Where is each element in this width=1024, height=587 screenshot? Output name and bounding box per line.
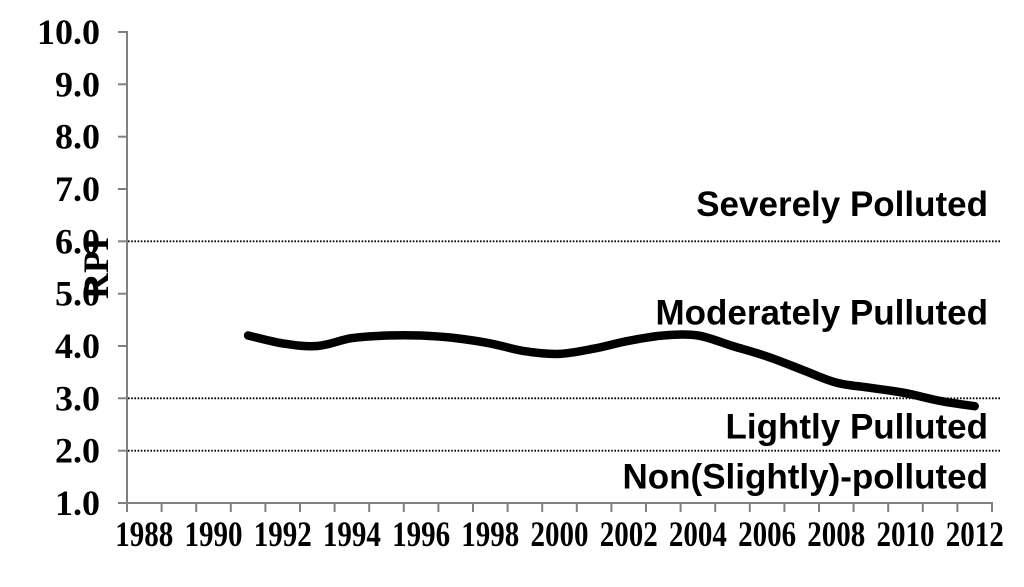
y-tick-label: 2.0: [55, 431, 100, 471]
y-tick-label: 8.0: [55, 117, 100, 157]
zone-label: Moderately Pulluted: [655, 294, 988, 333]
x-tick-label: 2008: [807, 514, 865, 554]
y-tick-label: 6.0: [55, 221, 100, 261]
zone-label: Non(Slightly)-polluted: [623, 457, 988, 496]
x-tick-label: 1992: [254, 514, 312, 554]
x-tick-label: 1994: [323, 514, 381, 554]
y-tick-label: 4.0: [55, 326, 100, 366]
x-tick-label: 2000: [531, 514, 589, 554]
zone-label: Lightly Pulluted: [726, 408, 988, 447]
zone-label: Severely Polluted: [696, 185, 988, 224]
y-tick-label: 7.0: [55, 169, 100, 209]
y-axis-title: RPI: [76, 237, 116, 299]
x-tick-label: 2010: [877, 514, 935, 554]
rpi-series-line: [243, 330, 979, 411]
x-tick-label: 1996: [392, 514, 450, 554]
x-tick-label: 2012: [946, 514, 1004, 554]
y-tick-label: 9.0: [55, 64, 100, 104]
x-tick-label: 2006: [738, 514, 796, 554]
x-tick-label: 2002: [600, 514, 658, 554]
x-tick-label: 1990: [185, 514, 243, 554]
x-tick-label: 1988: [115, 514, 173, 554]
x-tick-label: 1998: [461, 514, 519, 554]
y-tick-label: 3.0: [55, 378, 100, 418]
y-tick-label: 5.0: [55, 274, 100, 314]
x-tick-label: 2004: [669, 514, 727, 554]
y-tick-label: 10.0: [37, 12, 100, 52]
y-tick-label: 1.0: [55, 483, 100, 523]
